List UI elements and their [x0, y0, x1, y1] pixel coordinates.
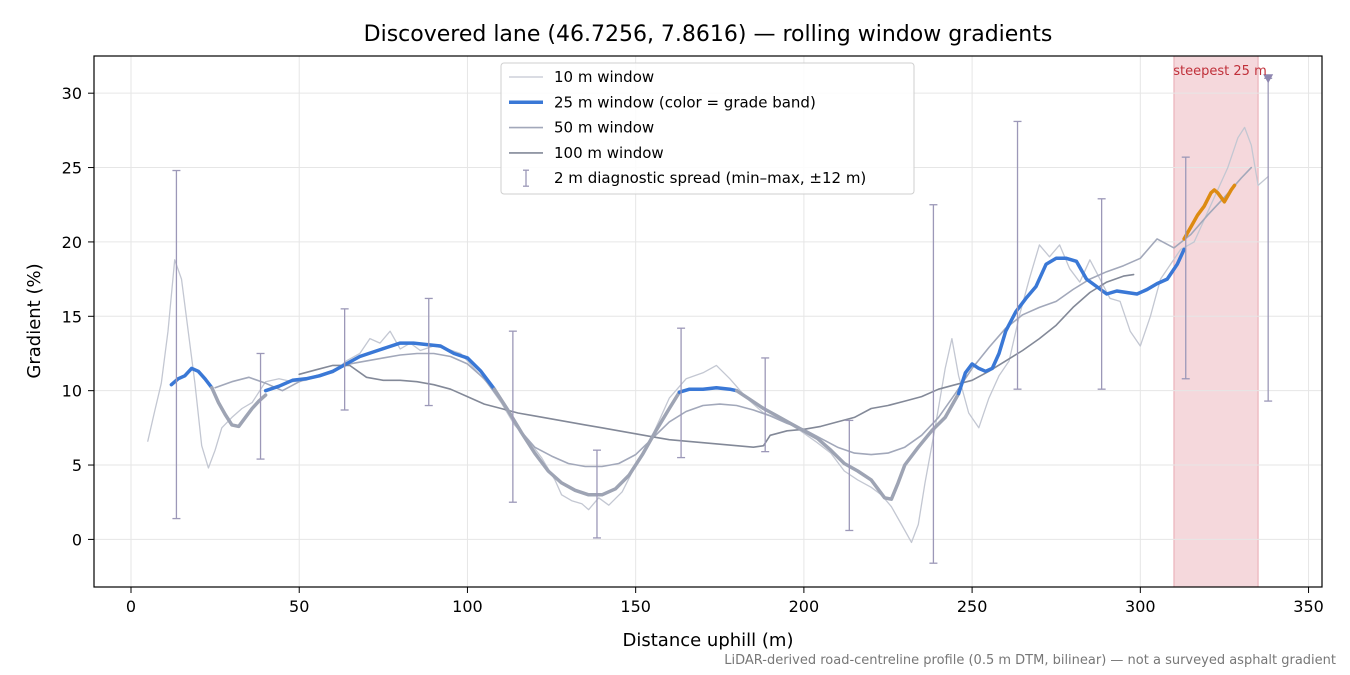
series-25m-window-segment-blue	[169, 366, 214, 390]
footnote: LiDAR-derived road-centreline profile (0…	[724, 653, 1336, 668]
x-tick-label: 350	[1293, 597, 1324, 616]
diagnostic-errorbar	[508, 330, 517, 503]
legend-item: 50 m window	[509, 119, 654, 137]
diagnostic-errorbar	[592, 449, 601, 539]
diagnostic-errorbar	[1013, 120, 1022, 390]
diagnostic-errorbar	[340, 308, 349, 411]
diagnostic-errorbar	[1097, 198, 1106, 390]
steepest-segment-label: steepest 25 m	[1173, 64, 1266, 79]
x-tick-label: 150	[620, 597, 651, 616]
x-tick-label: 100	[452, 597, 483, 616]
x-axis-label: Distance uphill (m)	[623, 630, 794, 651]
x-tick-label: 0	[126, 597, 136, 616]
series-25m-window-segment-blue	[956, 247, 1186, 396]
y-tick-label: 25	[62, 159, 82, 178]
chart-title: Discovered lane (46.7256, 7.8616) — roll…	[364, 22, 1053, 47]
x-tick-label: 50	[289, 597, 309, 616]
series-layer	[147, 126, 1269, 544]
errorbar-layer	[172, 77, 1273, 564]
y-tick-label: 30	[62, 84, 82, 103]
legend-box	[500, 62, 915, 195]
steepest-marker	[1263, 74, 1274, 84]
legend-item: 25 m window (color = grade band)	[509, 93, 816, 111]
y-tick-label: 20	[62, 233, 82, 252]
legend-label: 10 m window	[554, 68, 654, 86]
legend-label: 25 m window (color = grade band)	[554, 93, 816, 111]
x-tick-label: 300	[1125, 597, 1156, 616]
legend-label: 2 m diagnostic spread (min–max, ±12 m)	[554, 169, 866, 187]
tick-layer: 0 50 100 150 200 250 300 350 0 5 10 15 20 25 30	[62, 84, 1324, 616]
y-axis-label: Gradient (%)	[24, 263, 45, 378]
steepest-highlight-band	[1173, 55, 1259, 588]
series-25m-window-segment-orange	[1182, 183, 1237, 241]
series-25m-window-segment-grey	[210, 385, 268, 429]
x-tick-label: 250	[957, 597, 988, 616]
steepest-highlight-layer	[1173, 55, 1259, 588]
legend-item: 2 m diagnostic spread (min–max, ±12 m)	[523, 169, 866, 187]
diagnostic-errorbar	[172, 169, 181, 520]
series-25m-window-segment-blue	[677, 385, 739, 394]
series-50m-window	[214, 166, 1253, 468]
legend-label: 100 m window	[554, 144, 664, 162]
y-tick-label: 10	[62, 382, 82, 401]
series-25m-window-segment-grey	[492, 387, 682, 497]
series-25m-window-segment-blue	[263, 341, 497, 393]
diagnostic-errorbar	[1181, 156, 1190, 380]
diagnostic-errorbar	[424, 297, 433, 407]
plot-frame	[93, 55, 1323, 588]
legend-item: 100 m window	[509, 144, 664, 162]
marker-layer	[1263, 74, 1274, 84]
y-tick-label: 0	[72, 530, 82, 549]
legend-item: 10 m window	[509, 68, 654, 86]
diagnostic-errorbar	[677, 327, 686, 459]
diagnostic-errorbar	[1264, 77, 1273, 402]
series-100m-window	[298, 273, 1135, 449]
y-tick-label: 5	[72, 456, 82, 475]
legend-label: 50 m window	[554, 119, 654, 137]
y-tick-label: 15	[62, 307, 82, 326]
diagnostic-errorbar	[256, 352, 265, 460]
series-25m-window-segment-grey	[734, 388, 961, 501]
diagnostic-errorbar	[761, 357, 770, 453]
diagnostic-errorbar	[845, 419, 854, 532]
x-tick-label: 200	[789, 597, 820, 616]
diagnostic-errorbar	[929, 204, 938, 564]
legend: 10 m window 25 m window (color = grade ba…	[500, 62, 915, 195]
legend-items: 10 m window 25 m window (color = grade ba…	[509, 68, 866, 187]
